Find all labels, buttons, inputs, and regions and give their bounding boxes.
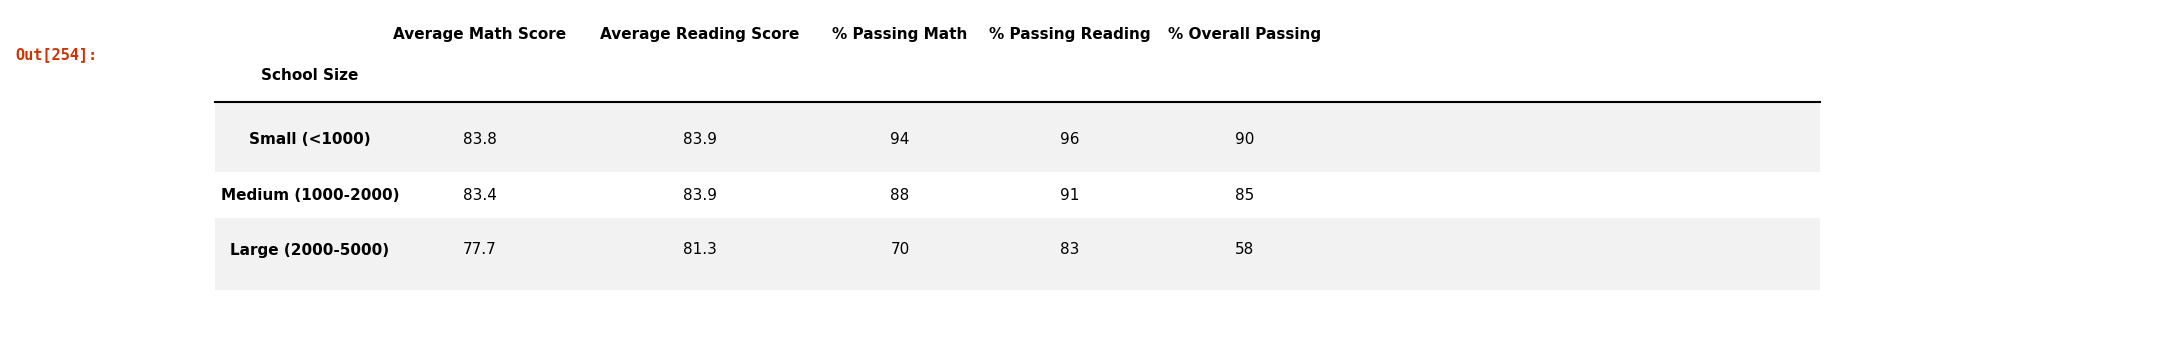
Text: Out[254]:: Out[254]:: [15, 47, 98, 63]
Text: % Passing Reading: % Passing Reading: [989, 28, 1150, 42]
Text: 58: 58: [1235, 242, 1254, 257]
Text: 94: 94: [891, 132, 909, 148]
Text: 81.3: 81.3: [683, 242, 717, 257]
Text: 83.9: 83.9: [683, 188, 717, 202]
Text: 85: 85: [1235, 188, 1254, 202]
Text: 83.9: 83.9: [683, 132, 717, 148]
Text: 96: 96: [1061, 132, 1080, 148]
Text: % Passing Math: % Passing Math: [833, 28, 967, 42]
Text: 83.4: 83.4: [463, 188, 498, 202]
Text: 91: 91: [1061, 188, 1080, 202]
Text: 77.7: 77.7: [463, 242, 498, 257]
Text: 88: 88: [891, 188, 909, 202]
Text: 83: 83: [1061, 242, 1080, 257]
Text: 83.8: 83.8: [463, 132, 498, 148]
Text: School Size: School Size: [261, 68, 359, 82]
Text: 90: 90: [1235, 132, 1254, 148]
Text: % Overall Passing: % Overall Passing: [1167, 28, 1322, 42]
Text: 70: 70: [891, 242, 909, 257]
Text: Average Math Score: Average Math Score: [393, 28, 567, 42]
Text: Large (2000-5000): Large (2000-5000): [230, 242, 389, 257]
Text: Average Reading Score: Average Reading Score: [600, 28, 800, 42]
Text: Medium (1000-2000): Medium (1000-2000): [222, 188, 400, 202]
Text: Small (<1000): Small (<1000): [250, 132, 372, 148]
